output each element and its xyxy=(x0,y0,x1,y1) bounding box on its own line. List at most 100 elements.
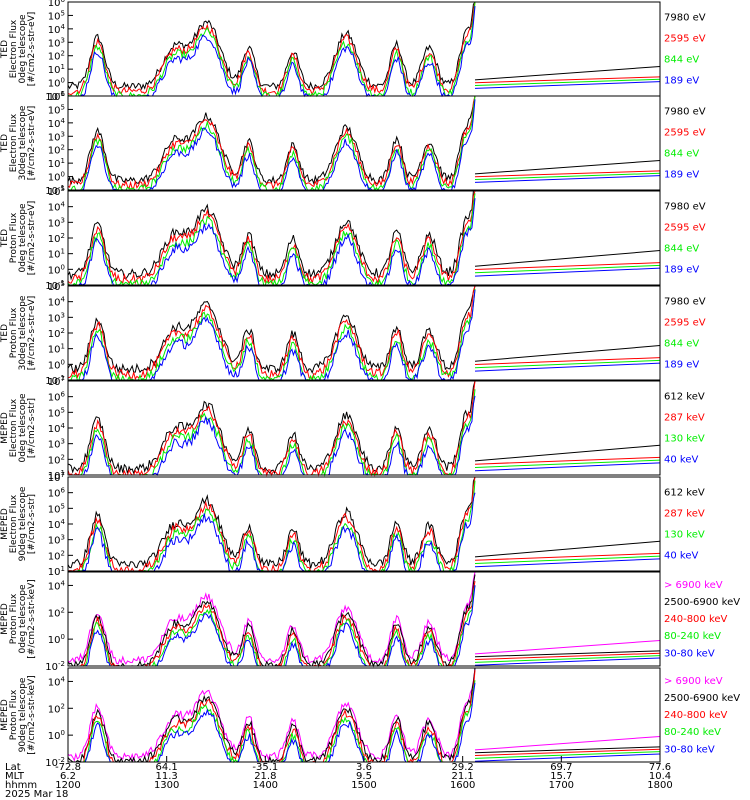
gap-interpolation xyxy=(474,159,661,175)
y-axis-label-line: TED xyxy=(0,324,10,343)
y-axis-label-line: 0deg telescope xyxy=(18,584,28,654)
gap-interpolation xyxy=(474,639,661,655)
legend-entry: 189 eV xyxy=(664,169,699,180)
y-axis-label-line: TED xyxy=(0,40,10,59)
x-tick-lat: -72.8 xyxy=(55,762,81,773)
panel-frame xyxy=(67,95,661,191)
legend-entry: 7980 eV xyxy=(664,297,706,308)
y-axis-label-line: Electron Flux xyxy=(9,398,19,457)
panel-frame xyxy=(67,190,661,286)
legend-entry: 130 keV xyxy=(664,529,705,540)
panel-frame xyxy=(67,285,661,381)
gap-interpolation xyxy=(474,65,661,81)
legend-entry: 189 eV xyxy=(664,75,699,86)
gap-interpolation xyxy=(474,555,661,564)
y-axis-label-line: Electron Flux xyxy=(9,494,19,553)
gap-interpolation xyxy=(474,746,661,754)
legend-entry: 844 eV xyxy=(664,54,699,65)
gap-interpolation xyxy=(474,359,661,369)
gap-interpolation xyxy=(474,175,661,183)
series-trace xyxy=(67,1,476,92)
legend-entry: 7980 eV xyxy=(664,13,706,24)
y-axis-label-line: [#/cm2-s-str-keV] xyxy=(27,675,37,754)
gap-interpolation xyxy=(474,735,661,751)
series-trace xyxy=(67,285,476,381)
time-row-label-mlt: MLT xyxy=(5,771,25,782)
gap-interpolation xyxy=(474,751,661,759)
y-axis-label-line: [#/cm2-s-str-eV] xyxy=(27,12,37,87)
x-tick-hhmm: 1200 xyxy=(55,780,80,791)
legend-entry: 7980 eV xyxy=(664,202,706,213)
series-trace xyxy=(67,668,476,762)
gap-interpolation xyxy=(474,652,661,661)
x-tick-mlt: 10.4 xyxy=(649,771,671,782)
gap-interpolation xyxy=(474,655,661,663)
series-trace xyxy=(67,571,476,665)
legend-entry: 2595 eV xyxy=(664,223,706,234)
panel-frame xyxy=(67,476,661,572)
gap-interpolation xyxy=(474,172,661,181)
legend-entry: 844 eV xyxy=(664,243,699,254)
gap-interpolation xyxy=(474,170,661,178)
panel-frame xyxy=(67,380,661,476)
series-trace xyxy=(67,95,476,190)
legend-entry: 2500-6900 keV xyxy=(664,693,740,704)
x-tick-mlt: 21.8 xyxy=(254,771,276,782)
y-axis-label-line: TED xyxy=(0,134,10,153)
gap-interpolation xyxy=(474,76,661,84)
x-tick-hhmm: 1300 xyxy=(154,780,179,791)
legend-entry: 30-80 keV xyxy=(664,648,715,659)
legend-entry: 612 keV xyxy=(664,488,705,499)
x-tick-hhmm: 1800 xyxy=(647,780,672,791)
gap-interpolation xyxy=(474,262,661,270)
y-axis-label-line: MEPED xyxy=(0,508,10,540)
gap-interpolation xyxy=(474,753,661,762)
y-axis-label-line: Proton Flux xyxy=(9,307,19,358)
y-axis-label-line: 30deg telescope xyxy=(18,105,28,180)
x-tick-hhmm: 1700 xyxy=(549,780,574,791)
gap-interpolation xyxy=(474,362,661,372)
y-axis-label-line: MEPED xyxy=(0,603,10,635)
y-axis-label-line: [#/cm2-s-str-eV] xyxy=(27,296,37,371)
series-trace xyxy=(67,1,476,97)
gap-interpolation xyxy=(474,267,661,277)
gap-interpolation xyxy=(474,264,661,274)
legend-entry: > 6900 keV xyxy=(664,676,723,687)
x-tick-mlt: 15.7 xyxy=(550,771,572,782)
legend-entry: > 6900 keV xyxy=(664,580,723,591)
gap-interpolation xyxy=(474,558,661,568)
legend-entry: 287 keV xyxy=(664,413,705,424)
legend-entry: 130 keV xyxy=(664,433,705,444)
time-row-label-date: 2025 Mar 18 xyxy=(5,789,68,800)
legend-entry: 2595 eV xyxy=(664,34,706,45)
legend-entry: 80-240 keV xyxy=(664,727,721,738)
y-axis-label-line: [#/cm2-s-str-keV] xyxy=(27,579,37,658)
x-tick-hhmm: 1600 xyxy=(450,780,475,791)
gap-interpolation xyxy=(474,650,661,658)
y-axis-label-line: MEPED xyxy=(0,699,10,731)
gap-interpolation xyxy=(474,250,661,267)
y-axis-label-line: [#/cm2-s-str] xyxy=(27,398,37,458)
y-axis-label-line: 0deg telescope xyxy=(18,14,28,84)
x-tick-mlt: 9.5 xyxy=(356,771,372,782)
y-axis-label-line: 0deg telescope xyxy=(18,203,28,273)
legend-entry: 240-800 keV xyxy=(664,614,728,625)
x-tick-lat: 3.6 xyxy=(356,762,372,773)
x-tick-lat: 29.2 xyxy=(452,762,474,773)
gap-interpolation xyxy=(474,657,661,666)
x-tick-hhmm: 1400 xyxy=(253,780,278,791)
gap-interpolation xyxy=(474,81,661,89)
legend-entry: 189 eV xyxy=(664,264,699,275)
legend-entry: 287 keV xyxy=(664,509,705,520)
panel-frame xyxy=(67,571,661,667)
gap-interpolation xyxy=(474,459,661,468)
y-axis-label-line: 90deg telescope xyxy=(18,486,28,561)
